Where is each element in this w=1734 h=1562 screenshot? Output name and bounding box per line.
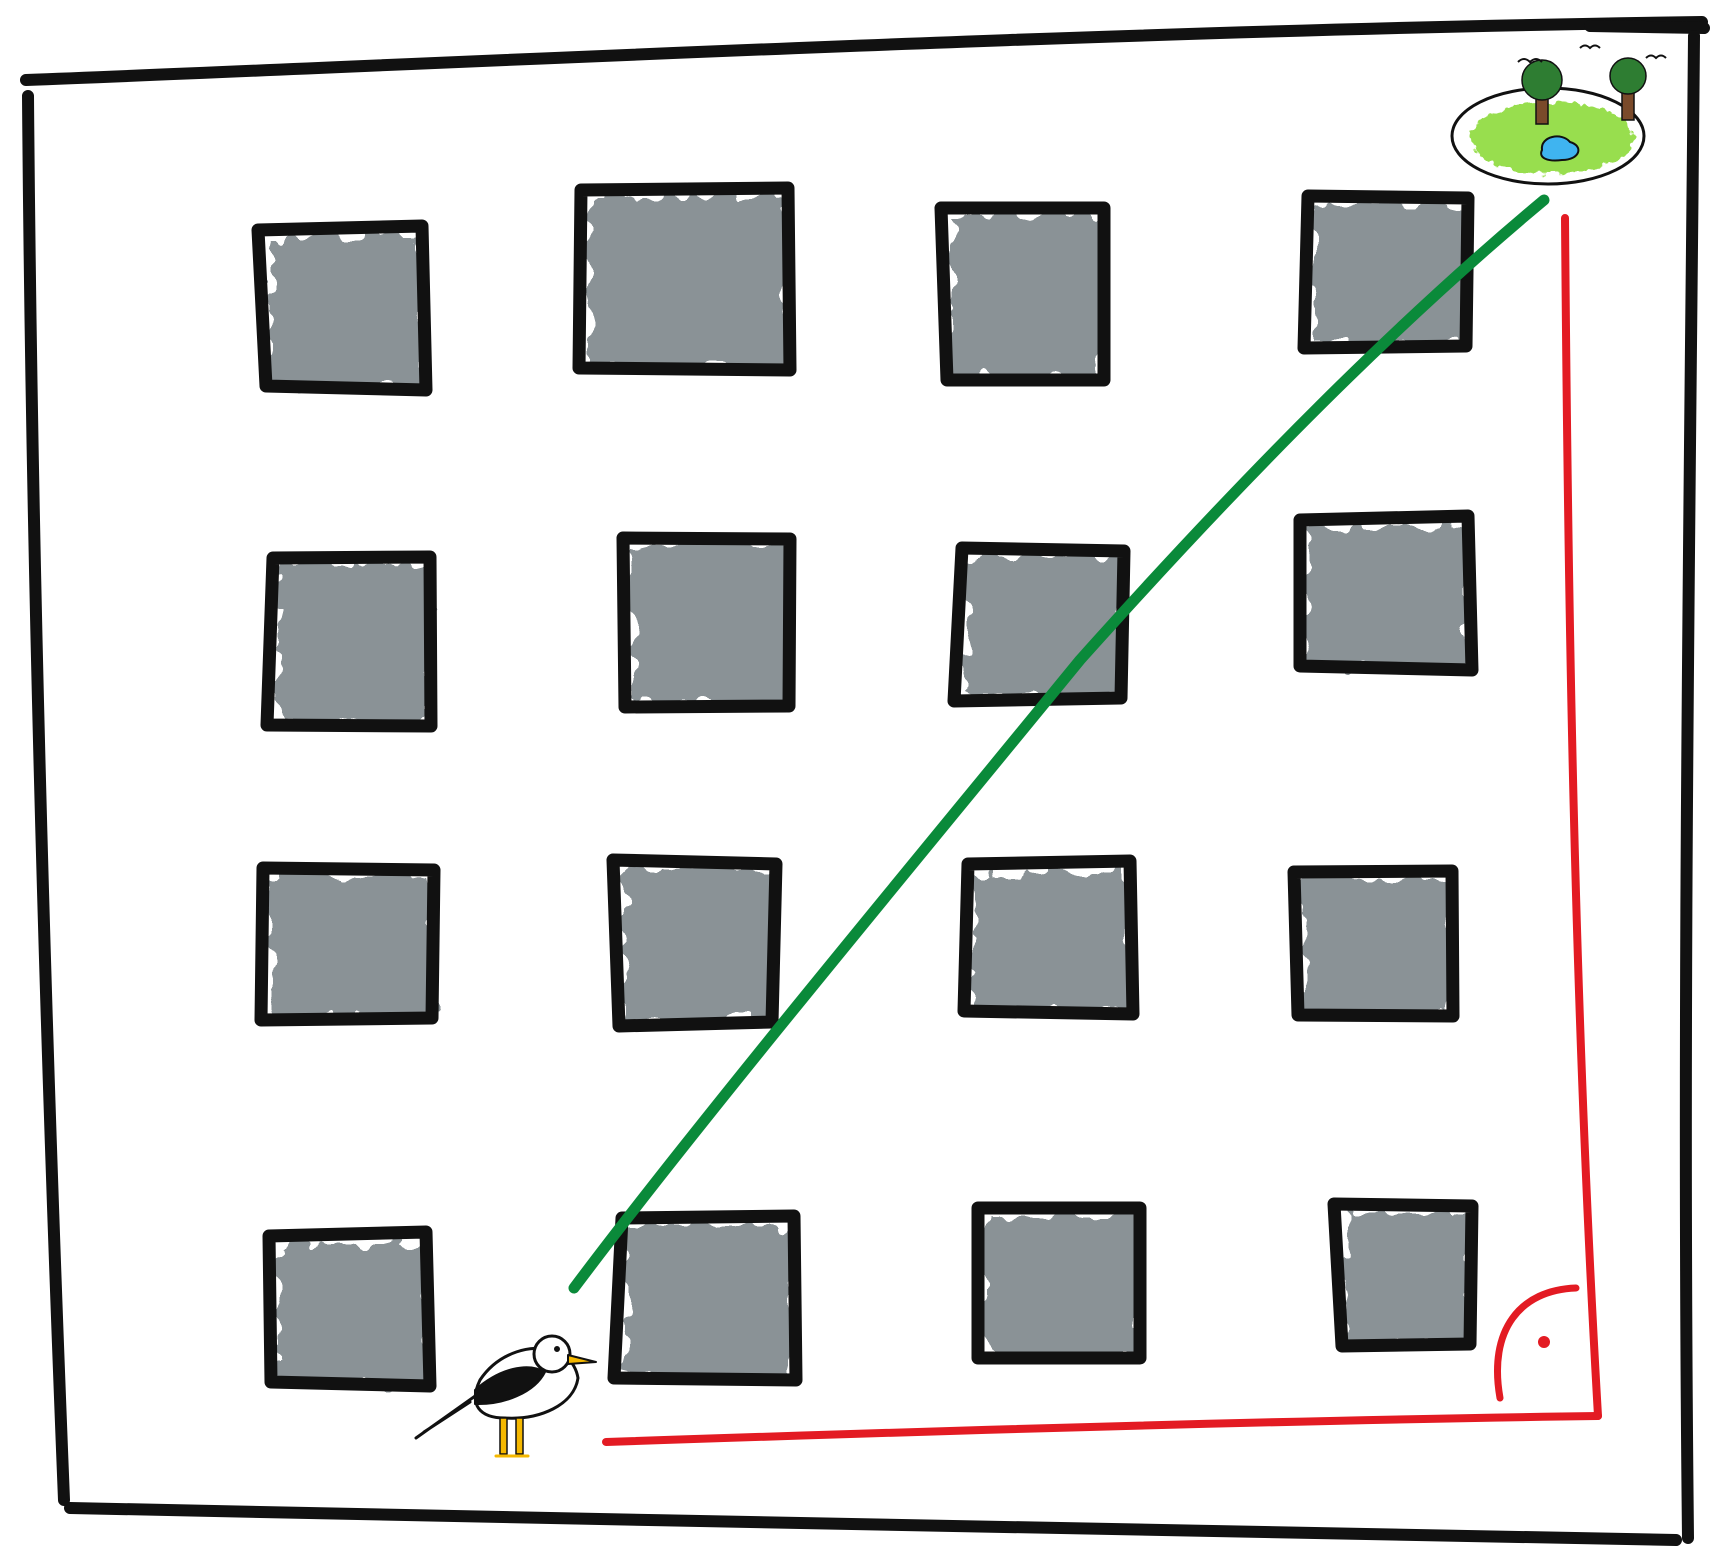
city-block [254,861,441,1027]
boundary-top [20,16,1708,86]
seagull-icon [414,1334,597,1458]
park [1450,44,1667,186]
red-route [602,214,1602,1446]
city-block-outline [957,854,1140,1021]
seagull-eye [554,1346,560,1352]
city-blocks [251,181,1479,1393]
city-block-outline [1293,509,1479,677]
city-block [971,1201,1147,1365]
city-block [1327,1197,1479,1353]
city-block-fill [974,872,1128,1012]
tree-icon [1609,57,1647,121]
city-block-fill [1314,204,1466,344]
city-block [1287,864,1460,1023]
city-block-outline [260,550,438,733]
city-block-fill [1304,880,1450,1014]
city-block-fill [270,238,420,388]
city-block-fill [966,556,1122,696]
city-block [957,854,1140,1021]
city-block-outline [934,201,1111,387]
city-block [606,853,783,1033]
city-block-fill [624,868,774,1020]
city-block-outline [1287,864,1460,1023]
boundary-bottom [64,1502,1682,1546]
city-block [572,181,797,377]
green-route-diagonal [568,194,1550,1294]
city-block [1297,189,1475,355]
bird-flock-icon [1517,44,1667,64]
tree-icon [1521,59,1563,125]
seagull-leg [515,1417,524,1455]
city-block [947,541,1131,708]
city-block-outline [947,541,1131,708]
city-block-outline [971,1201,1147,1365]
city-boundary [20,16,1710,1546]
boundary-left [22,90,70,1506]
city-block-fill [1346,1212,1470,1342]
city-block-fill [952,216,1102,378]
seagull-beak [567,1354,597,1365]
city-block-outline [572,181,797,377]
boundary-top-right-tick [1584,20,1710,34]
seagull-tail [414,1392,480,1440]
city-block-outline [606,853,783,1033]
boundary-right [1679,30,1700,1544]
seagull-head [532,1334,572,1374]
red-route-horizontal-leg [602,1412,1602,1446]
right-angle-marker [1493,1284,1580,1402]
city-block [262,1225,437,1393]
city-block [934,201,1111,387]
city-block-outline [254,861,441,1027]
city-block-fill [270,876,432,1016]
city-block-outline [1327,1197,1479,1353]
city-block-outline [1297,189,1475,355]
city-block-outline [607,1209,803,1387]
city-block-fill [588,198,786,368]
city-block [1293,509,1479,677]
city-block-fill [278,1244,424,1384]
pond-icon [1540,135,1580,162]
city-block-outline [616,531,797,714]
city-block-fill [626,1226,792,1378]
city-block-outline [251,219,433,397]
city-block-outline [262,1225,437,1393]
seagull-leg [499,1417,508,1455]
city-block [251,219,433,397]
city-block-fill [1308,528,1466,668]
city-block-fill [986,1216,1138,1356]
city-block [616,531,797,714]
seagull-wing [474,1366,546,1406]
city-block [260,550,438,733]
red-route-vertical-leg [1561,214,1602,1420]
city-block-fill [632,546,788,704]
city-block [607,1209,803,1387]
city-block-fill [278,566,428,724]
right-angle-dot [1538,1336,1550,1348]
